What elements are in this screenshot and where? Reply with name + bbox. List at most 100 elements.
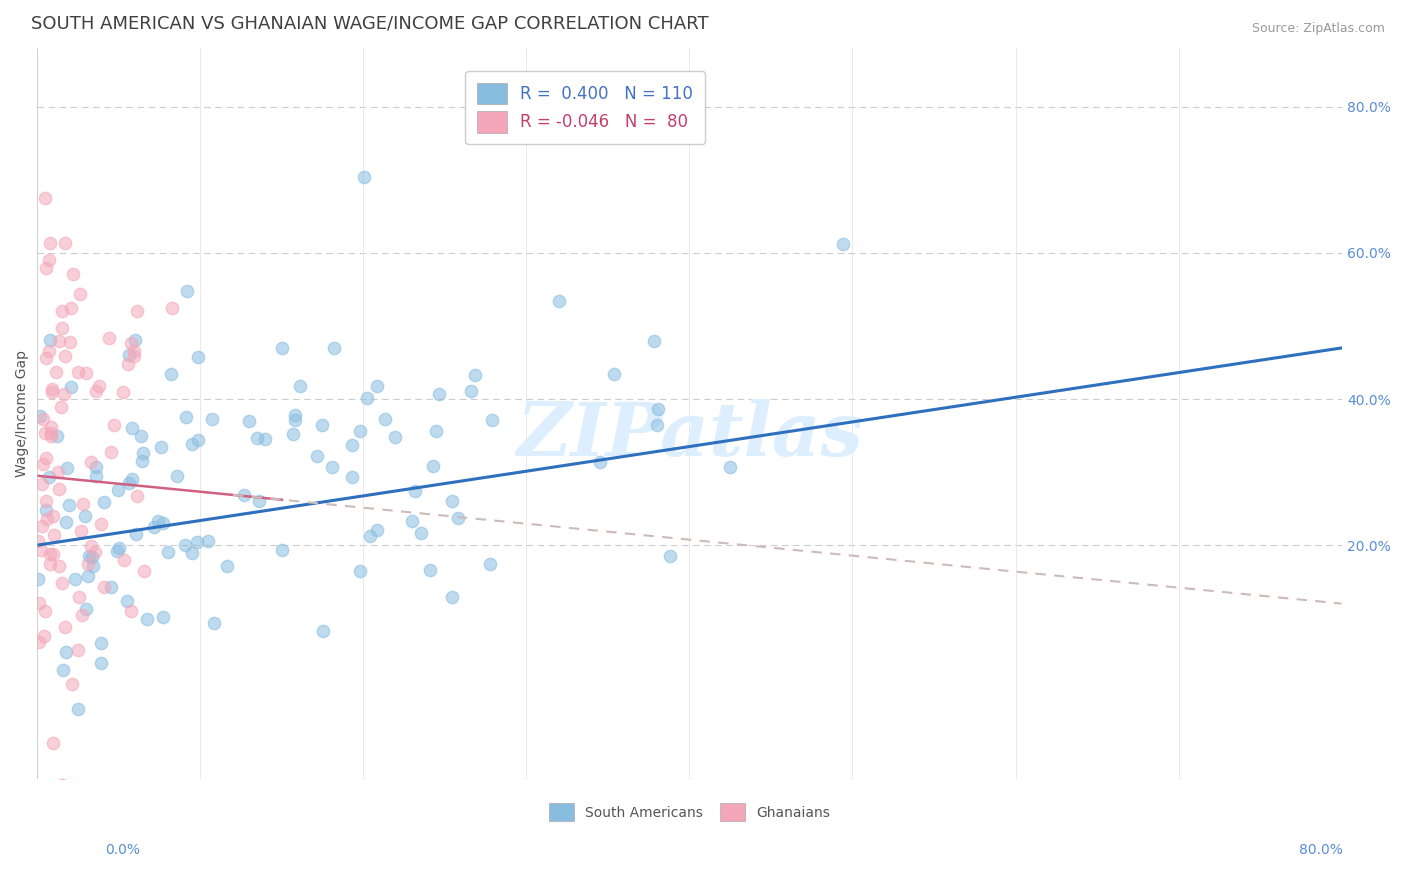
Point: [340, 470, 363, 484]
Point: [460, 384, 482, 398]
Point: [173, 538, 195, 552]
Point: [38, 235, 60, 250]
Point: [77, 569, 100, 583]
Point: [129, 429, 152, 443]
Point: [66, 643, 89, 657]
Point: [643, 334, 665, 349]
Point: [112, 385, 135, 400]
Point: [105, 544, 128, 558]
Point: [312, 624, 335, 639]
Point: [288, 378, 311, 392]
Point: [103, 418, 125, 433]
Point: [35, 261, 58, 276]
Point: [82, 558, 104, 573]
Point: [84, 469, 107, 483]
Point: [112, 553, 135, 567]
Point: [366, 523, 388, 537]
Point: [39, 557, 62, 571]
Text: ZIPatlas: ZIPatlas: [516, 400, 863, 472]
Point: [108, 541, 131, 555]
Point: [60, 676, 83, 690]
Point: [48, 482, 70, 496]
Point: [202, 615, 225, 630]
Point: [311, 417, 333, 432]
Point: [38, 253, 60, 268]
Point: [238, 414, 260, 428]
Point: [117, 348, 139, 362]
Point: [55, 460, 77, 475]
Point: [305, 450, 328, 464]
Point: [51, 303, 73, 318]
Point: [90, 516, 112, 531]
Point: [72, 497, 94, 511]
Point: [233, 488, 256, 502]
Point: [31, 476, 53, 491]
Point: [79, 836, 101, 850]
Point: [77, 549, 100, 563]
Point: [45, 365, 67, 379]
Point: [34, 604, 56, 618]
Point: [73, 508, 96, 523]
Point: [100, 445, 122, 459]
Point: [39, 334, 62, 348]
Text: 0.0%: 0.0%: [105, 843, 141, 857]
Point: [41, 384, 63, 399]
Point: [174, 410, 197, 425]
Point: [42, 508, 65, 523]
Point: [90, 656, 112, 670]
Point: [35, 351, 58, 366]
Point: [46, 465, 69, 479]
Point: [441, 493, 464, 508]
Point: [60, 379, 83, 393]
Y-axis label: Wage/Income Gap: Wage/Income Gap: [15, 351, 30, 477]
Point: [284, 413, 307, 427]
Point: [180, 437, 202, 451]
Point: [479, 558, 502, 572]
Point: [41, 420, 63, 434]
Point: [41, 382, 63, 396]
Point: [121, 421, 143, 435]
Point: [51, 575, 73, 590]
Point: [32, 411, 55, 425]
Point: [89, 379, 111, 393]
Point: [32, 458, 55, 472]
Point: [342, 438, 364, 452]
Point: [51, 778, 73, 792]
Point: [115, 594, 138, 608]
Point: [107, 483, 129, 498]
Point: [658, 549, 681, 564]
Point: [284, 409, 307, 423]
Point: [384, 430, 406, 444]
Point: [34, 425, 56, 440]
Point: [374, 411, 396, 425]
Point: [82, 549, 104, 564]
Point: [67, 590, 90, 604]
Point: [28, 409, 51, 423]
Point: [404, 484, 426, 499]
Point: [27, 572, 49, 586]
Point: [150, 440, 173, 454]
Point: [166, 468, 188, 483]
Point: [427, 387, 450, 401]
Point: [84, 384, 107, 399]
Point: [353, 169, 375, 184]
Point: [32, 629, 55, 643]
Point: [117, 357, 139, 371]
Point: [131, 454, 153, 468]
Point: [283, 426, 305, 441]
Point: [124, 333, 146, 347]
Point: [247, 493, 270, 508]
Point: [34, 503, 56, 517]
Point: [146, 514, 169, 528]
Point: [121, 471, 143, 485]
Point: [120, 604, 142, 618]
Point: [53, 235, 76, 250]
Point: [118, 476, 141, 491]
Point: [422, 458, 444, 473]
Point: [481, 413, 503, 427]
Point: [718, 459, 741, 474]
Point: [181, 546, 204, 560]
Point: [349, 424, 371, 438]
Point: [58, 499, 80, 513]
Point: [75, 366, 97, 380]
